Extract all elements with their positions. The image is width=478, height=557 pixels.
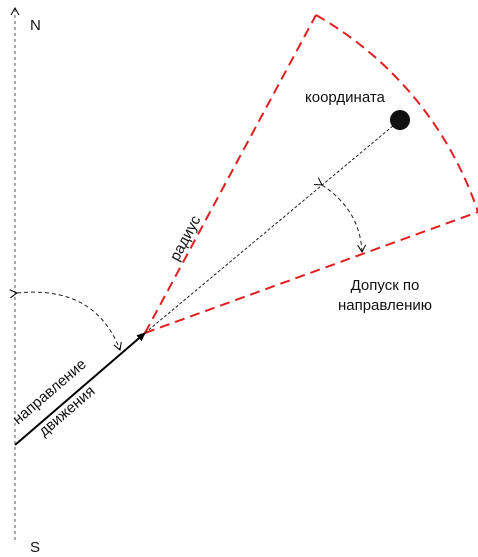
south-label: S — [30, 539, 40, 556]
point-label: координата — [305, 89, 386, 106]
radius-label: радиус — [167, 213, 205, 264]
target-line — [144, 119, 401, 334]
tolerance-label: Допуск по — [351, 277, 420, 294]
heading-arc — [9, 289, 122, 351]
sector-arc — [315, 14, 478, 213]
tolerance-arc — [313, 177, 367, 254]
sector-edge — [144, 211, 478, 334]
tolerance-label: направлению — [338, 297, 432, 314]
north-label: N — [30, 17, 41, 34]
sector-edge — [144, 14, 317, 334]
direction-arrow — [14, 332, 146, 446]
target-point — [390, 110, 410, 130]
